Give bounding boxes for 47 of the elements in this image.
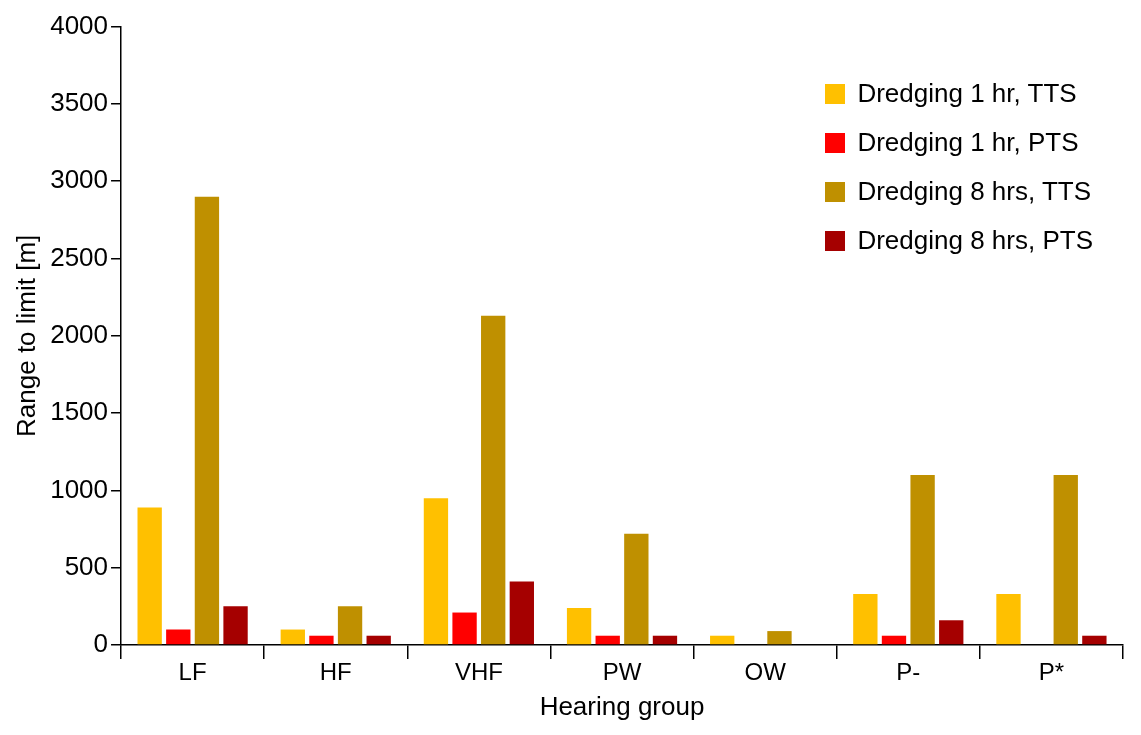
x-tick-label: P- (896, 658, 921, 686)
bar (280, 629, 305, 645)
bar (853, 593, 878, 645)
y-axis-title: Range to limit [m] (10, 234, 41, 437)
x-tick-label: VHF (454, 658, 503, 686)
bar (194, 196, 220, 645)
bar (652, 635, 678, 645)
y-tick-label: 500 (64, 550, 109, 581)
x-tick-label: PW (602, 658, 642, 686)
bar (137, 507, 162, 645)
y-tick-label: 1500 (50, 396, 109, 427)
bar (366, 635, 391, 645)
bar (452, 612, 477, 645)
bar (910, 474, 935, 645)
y-tick-label: 3500 (50, 87, 109, 118)
bar (710, 635, 735, 645)
y-tick-label: 0 (93, 628, 109, 659)
x-tick-label: LF (178, 658, 207, 686)
bar (939, 620, 964, 645)
x-tick-label: P* (1038, 658, 1065, 686)
y-tick-label: 3000 (50, 164, 109, 195)
y-tick-label: 2000 (50, 318, 109, 349)
y-tick-label: 4000 (50, 9, 109, 40)
bar (767, 631, 792, 645)
legend-label: Dredging 1 hr, PTS (857, 127, 1079, 158)
bar (481, 315, 506, 645)
bar (337, 606, 363, 645)
bar (509, 581, 534, 645)
bar (223, 606, 248, 645)
bar (1082, 635, 1107, 645)
bar (996, 593, 1021, 645)
bar (595, 635, 620, 645)
bar (566, 607, 592, 645)
y-tick-label: 1000 (50, 473, 109, 504)
bar (423, 498, 449, 645)
bar (881, 635, 907, 645)
legend-label: Dredging 1 hr, TTS (857, 78, 1077, 109)
legend-label: Dredging 8 hrs, TTS (857, 176, 1092, 207)
legend-label: Dredging 8 hrs, PTS (857, 225, 1093, 256)
y-tick-label: 2500 (50, 241, 109, 272)
bar (624, 533, 649, 645)
x-axis-title: Hearing group (539, 690, 705, 721)
bar (166, 629, 191, 645)
bar (1053, 474, 1078, 645)
bar (309, 635, 334, 645)
x-tick-label: HF (319, 658, 352, 686)
x-tick-label: OW (744, 658, 787, 686)
